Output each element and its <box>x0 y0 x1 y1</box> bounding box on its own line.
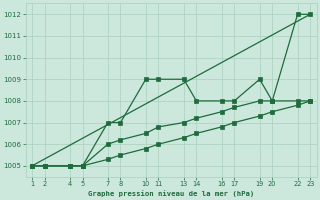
X-axis label: Graphe pression niveau de la mer (hPa): Graphe pression niveau de la mer (hPa) <box>88 190 254 197</box>
